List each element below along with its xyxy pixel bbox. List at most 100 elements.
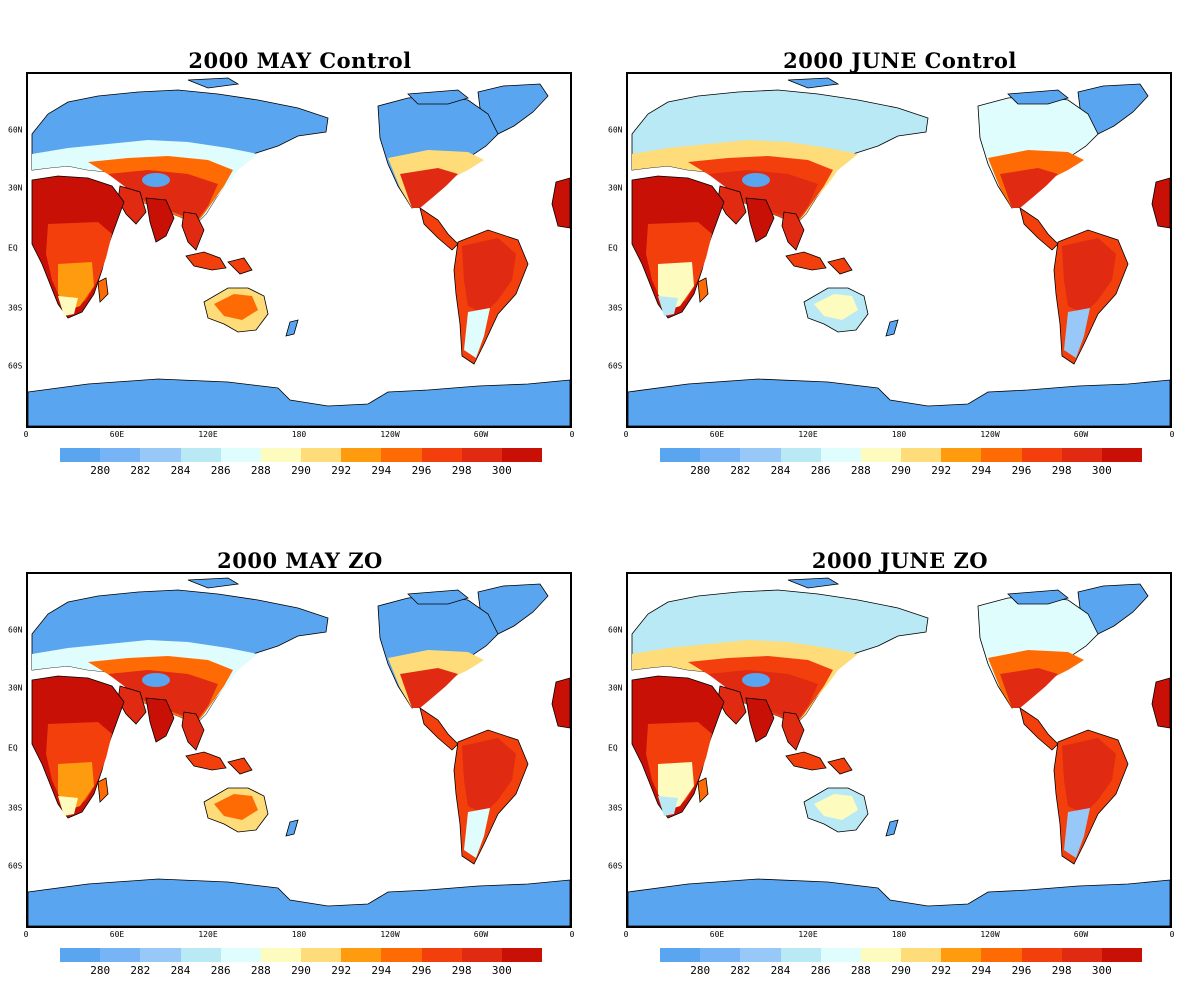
colorbar-labels: 280 282 284 286 288 290 292 294 296 298 300: [60, 964, 542, 978]
lon-label: 0: [23, 430, 29, 439]
lat-label: 30N: [608, 683, 623, 693]
colorbar-label: 292: [931, 964, 952, 977]
map-panel-june-control: 2000 JUNE Control 60N 30N EQ 30S 60S 0 60E 120E…: [608, 48, 1180, 488]
temperature-map: [628, 77, 1170, 426]
colorbar: [60, 448, 543, 462]
lon-label: 0: [23, 930, 29, 939]
panel-title: 2000 JUNE ZO: [811, 548, 989, 573]
colorbar-label: 282: [730, 964, 751, 977]
temperature-map: [28, 77, 570, 426]
colorbar-swatch: [981, 948, 1022, 962]
lat-label: 30S: [608, 303, 623, 313]
colorbar-label: 282: [130, 464, 151, 477]
colorbar-label: 300: [491, 964, 512, 977]
colorbar-swatch: [1021, 948, 1062, 962]
temperature-map: [628, 577, 1170, 926]
lon-label: 180: [291, 930, 307, 939]
colorbar-label: 298: [1051, 964, 1072, 977]
colorbar-swatch: [941, 948, 982, 962]
colorbar-label: 298: [451, 964, 472, 977]
lat-label: 30N: [8, 683, 23, 693]
colorbar-swatch: [461, 448, 502, 462]
colorbar-swatch: [780, 448, 821, 462]
lon-label: 0: [623, 930, 629, 939]
map-frame: [26, 72, 572, 428]
colorbar-swatch: [700, 948, 741, 962]
colorbar-label: 288: [850, 464, 871, 477]
colorbar-swatch: [981, 448, 1022, 462]
colorbar-label: 288: [850, 964, 871, 977]
colorbar-label: 286: [210, 464, 231, 477]
colorbar-swatch: [1101, 448, 1143, 462]
colorbar-swatch: [660, 948, 701, 962]
lat-label: EQ: [8, 743, 18, 753]
map-frame: [26, 572, 572, 928]
colorbar-swatch: [421, 448, 462, 462]
colorbar-label: 296: [1011, 964, 1032, 977]
lat-label: EQ: [608, 243, 618, 253]
colorbar-swatch: [860, 448, 902, 462]
colorbar-swatch: [1101, 948, 1143, 962]
colorbar-swatch: [820, 448, 861, 462]
colorbar-swatch: [1021, 448, 1062, 462]
lon-label: 180: [891, 430, 907, 439]
colorbar-labels: 280 282 284 286 288 290 292 294 296 298 300: [60, 464, 542, 478]
lon-label: 60W: [1073, 430, 1089, 439]
colorbar-swatch: [860, 948, 902, 962]
colorbar-swatch: [100, 948, 141, 962]
colorbar-swatch: [660, 448, 701, 462]
colorbar-swatch: [381, 448, 422, 462]
panel-title: 2000 MAY ZO: [217, 548, 383, 573]
lat-label: 60N: [608, 125, 623, 135]
lon-label: 60W: [473, 430, 489, 439]
lon-label: 180: [891, 930, 907, 939]
lon-label: 60W: [473, 930, 489, 939]
lat-label: 30N: [8, 183, 23, 193]
colorbar-label: 294: [971, 964, 992, 977]
colorbar-swatch: [60, 448, 101, 462]
colorbar-label: 280: [690, 464, 711, 477]
colorbar-swatch: [180, 448, 221, 462]
lon-label: 120E: [798, 430, 818, 439]
colorbar-swatch: [1061, 448, 1102, 462]
colorbar-swatch: [301, 448, 342, 462]
colorbar-swatch: [220, 948, 261, 962]
lon-label: 120E: [198, 930, 218, 939]
colorbar: [60, 948, 543, 962]
colorbar-swatch: [941, 448, 982, 462]
lon-label: 120W: [980, 430, 1000, 439]
map-panel-june-zo: 2000 JUNE ZO 60N 30N EQ 30S 60S 0 60E 120E 180 12…: [608, 548, 1180, 988]
colorbar-label: 294: [371, 464, 392, 477]
colorbar-label: 294: [371, 964, 392, 977]
colorbar-swatch: [780, 948, 821, 962]
lon-label: 0: [1169, 430, 1175, 439]
map-panel-may-zo: 2000 MAY ZO 60N 30N EQ 30S 60S 0 60E 120E 180 120…: [8, 548, 580, 988]
colorbar-label: 292: [331, 964, 352, 977]
lat-label: EQ: [608, 743, 618, 753]
colorbar-label: 286: [810, 464, 831, 477]
colorbar-swatch: [140, 948, 181, 962]
colorbar-swatch: [220, 448, 261, 462]
lon-label: 0: [1169, 930, 1175, 939]
colorbar-swatch: [501, 448, 543, 462]
map-frame: [626, 572, 1172, 928]
colorbar-label: 288: [250, 464, 271, 477]
colorbar-labels: 280 282 284 286 288 290 292 294 296 298 300: [660, 464, 1142, 478]
lon-label: 0: [569, 930, 575, 939]
lat-label: 30S: [8, 303, 23, 313]
colorbar-swatch: [461, 948, 502, 962]
colorbar-swatch: [700, 448, 741, 462]
colorbar-swatch: [740, 448, 781, 462]
colorbar-swatch: [1061, 948, 1102, 962]
colorbar-label: 284: [770, 964, 791, 977]
lat-label: 60N: [8, 125, 23, 135]
map-panel-may-control: 2000 MAY Control 60N 30N EQ 30S 60S 0 60E 120E 1…: [8, 48, 580, 488]
colorbar-label: 280: [90, 464, 111, 477]
colorbar-swatch: [421, 948, 462, 962]
lon-label: 60E: [109, 930, 125, 939]
colorbar-swatch: [260, 448, 302, 462]
colorbar-label: 290: [891, 464, 911, 477]
lon-label: 120E: [798, 930, 818, 939]
map-frame: [626, 72, 1172, 428]
colorbar-swatch: [140, 448, 181, 462]
